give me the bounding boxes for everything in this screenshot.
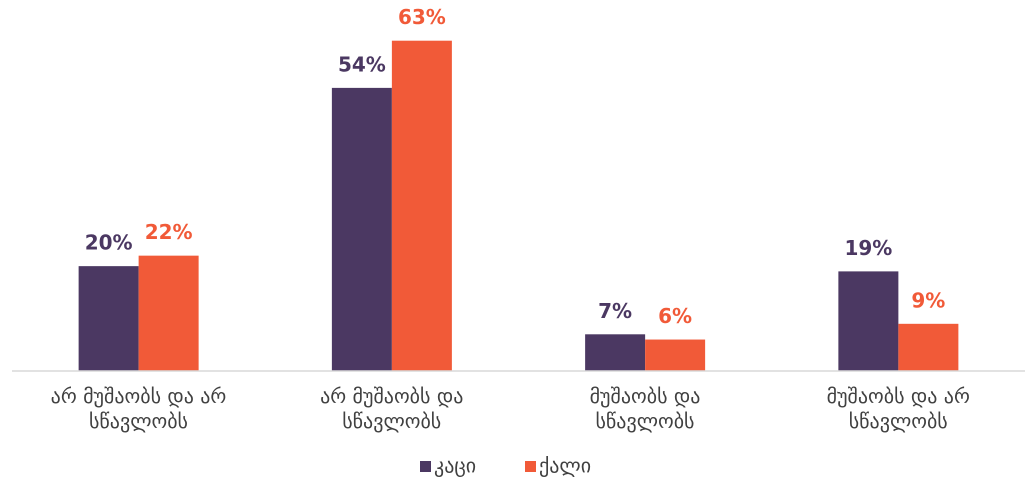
data-label: 54% [338,52,386,76]
x-tick-label: არ მუშაობს და არ სწავლობს [50,384,227,433]
data-label: 22% [145,220,193,244]
bar [585,334,646,371]
legend-swatch [420,461,431,472]
data-label: 20% [85,231,133,255]
x-tick-label: მუშაობს და სწავლობს [589,384,701,433]
bar [898,323,959,371]
bar [331,87,392,371]
bar [138,255,199,371]
bar [838,271,899,371]
x-tick-label: არ მუშაობს და სწავლობს [320,384,464,433]
x-tick-label: მუშაობს და არ სწავლობს [826,384,970,433]
data-label: 6% [658,304,692,328]
data-label: 7% [598,299,632,323]
data-label: 63% [398,5,446,29]
bar [645,339,706,371]
legend-label: კაცი [434,454,476,478]
data-label: 9% [911,288,945,312]
data-label: 19% [844,236,892,260]
legend-swatch [525,461,536,472]
legend-label: ქალი [539,454,591,478]
bar [391,40,452,371]
bar [78,266,139,371]
